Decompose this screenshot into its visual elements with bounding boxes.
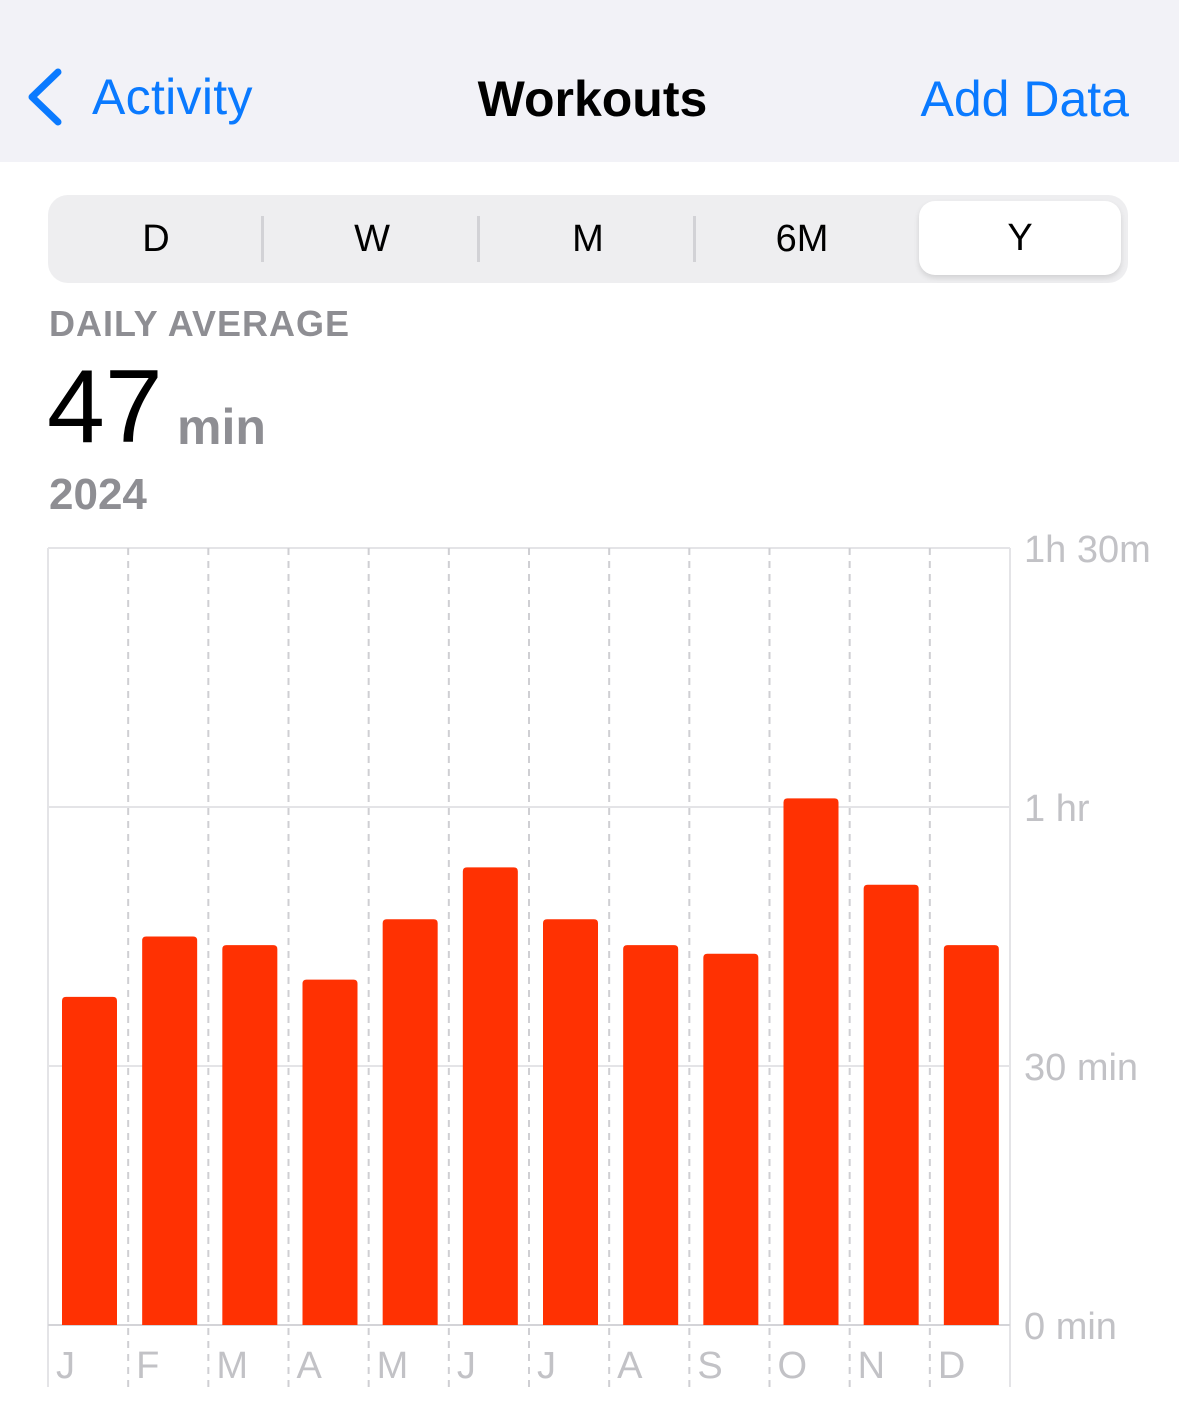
x-tick-label: O [778,1345,808,1387]
back-label: Activity [92,69,253,125]
bar-1 [142,936,198,1325]
y-tick-label: 1 hr [1024,788,1090,830]
bar-9 [783,798,839,1325]
bar-6 [543,919,598,1325]
bar-11 [943,945,999,1325]
x-tick-label: M [377,1345,409,1387]
x-tick-label: N [858,1345,885,1387]
x-tick-label: A [297,1345,323,1387]
x-tick-label: J [56,1345,75,1387]
segment-divider [693,216,696,262]
x-tick-label: J [537,1345,556,1387]
segment-year[interactable]: Y [919,201,1121,275]
bar-4 [382,919,438,1325]
x-tick-label: S [697,1345,722,1387]
bar-5 [462,867,518,1325]
time-range-segmented-control: D W M 6M Y [48,195,1128,283]
add-data-button[interactable]: Add Data [920,71,1129,127]
navigation-bar: Activity Workouts Add Data [0,0,1179,162]
x-tick-label: A [617,1345,643,1387]
period-label: 2024 [49,470,147,519]
segment-six-months[interactable]: 6M [775,217,829,260]
daily-average-unit: min [177,399,266,455]
segment-week[interactable]: W [354,217,390,260]
y-tick-label: 0 min [1024,1306,1117,1348]
daily-average-value: 47 [47,349,163,465]
segment-divider [477,216,480,262]
x-tick-label: F [136,1345,159,1387]
x-tick-label: M [216,1345,248,1387]
segment-month[interactable]: M [572,217,604,260]
bar-10 [863,884,919,1325]
y-tick-label: 1h 30m [1024,529,1151,571]
bar-8 [703,953,759,1325]
segment-divider [261,216,264,262]
bar-7 [623,945,679,1325]
y-tick-label: 30 min [1024,1047,1138,1089]
daily-average-label: DAILY AVERAGE [49,303,351,344]
x-tick-label: J [457,1345,476,1387]
chevron-left-icon [28,68,62,126]
segment-day[interactable]: D [142,217,170,260]
bar-0 [62,996,117,1325]
page-title: Workouts [477,71,708,127]
x-tick-label: D [938,1345,965,1387]
bar-2 [222,945,278,1325]
back-button[interactable]: Activity [26,64,253,130]
bar-3 [302,979,358,1325]
